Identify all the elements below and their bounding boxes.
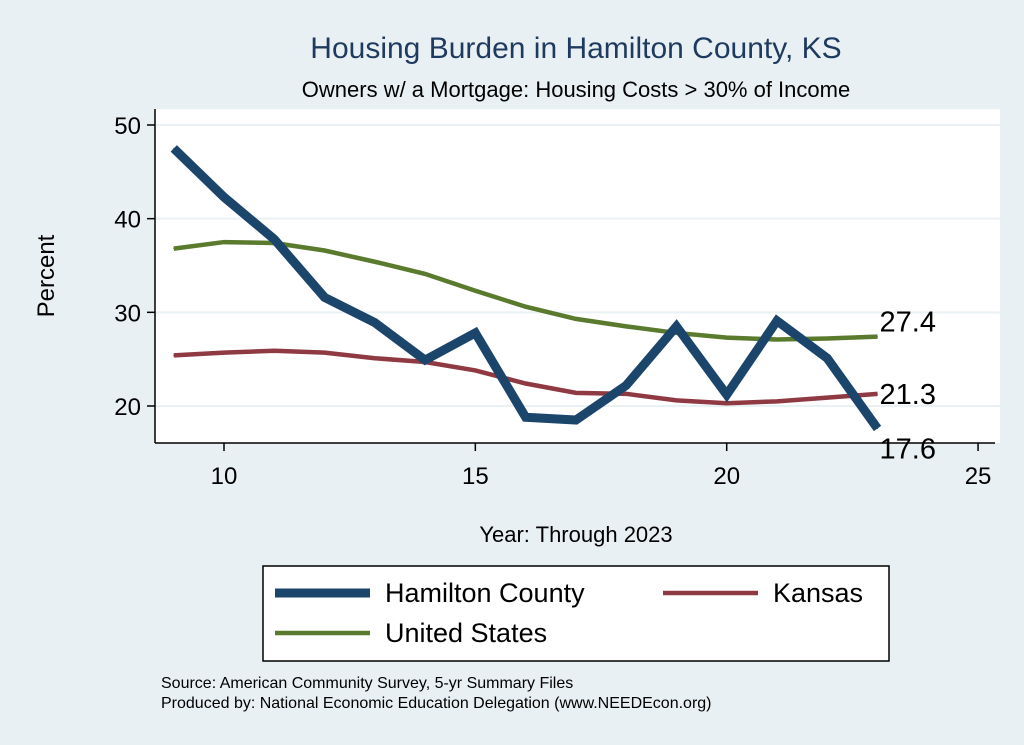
x-tick-label: 25	[965, 463, 992, 490]
y-tick-label: 40	[114, 207, 141, 234]
data-point	[826, 397, 828, 399]
data-point	[374, 322, 376, 324]
chart-title: Housing Burden in Hamilton County, KS	[310, 32, 841, 65]
data-point	[726, 394, 728, 396]
data-point	[324, 296, 326, 298]
source-note: Source: American Community Survey, 5-yr …	[161, 675, 573, 692]
y-tick-label: 30	[114, 300, 141, 327]
data-point	[324, 250, 326, 252]
data-point	[625, 384, 627, 386]
data-point	[525, 306, 527, 308]
data-point	[877, 336, 879, 338]
data-point	[625, 393, 627, 395]
data-point	[575, 392, 577, 394]
data-point	[273, 238, 275, 240]
data-point	[173, 248, 175, 250]
data-point	[575, 318, 577, 320]
data-point	[826, 357, 828, 359]
data-point	[273, 350, 275, 352]
end-label: 21.3	[880, 379, 936, 411]
data-point	[675, 399, 677, 401]
y-axis-label: Percent	[33, 234, 60, 317]
data-point	[223, 241, 225, 243]
x-tick-label: 15	[462, 463, 489, 490]
data-point	[474, 290, 476, 292]
y-tick-label: 50	[114, 113, 141, 140]
data-point	[575, 419, 577, 421]
x-tick-label: 20	[713, 463, 740, 490]
data-point	[776, 320, 778, 322]
producer-note: Produced by: National Economic Education…	[161, 695, 712, 712]
data-point	[726, 337, 728, 339]
data-point	[324, 352, 326, 354]
legend: Hamilton County Kansas United States	[262, 565, 890, 662]
data-point	[826, 338, 828, 340]
x-axis-label: Year: Through 2023	[479, 522, 672, 547]
plot-area	[155, 109, 1000, 443]
data-point	[424, 359, 426, 361]
data-point	[173, 354, 175, 356]
data-point	[474, 332, 476, 334]
data-point	[675, 325, 677, 327]
data-point	[223, 352, 225, 354]
data-point	[474, 369, 476, 371]
data-point	[173, 147, 175, 149]
data-point	[374, 357, 376, 359]
legend-box	[262, 565, 890, 662]
y-tick-label: 20	[114, 394, 141, 421]
end-label: 27.4	[880, 307, 936, 339]
data-point	[424, 273, 426, 275]
data-point	[877, 427, 879, 429]
legend-label: United States	[385, 618, 547, 648]
end-label: 17.6	[880, 433, 936, 465]
chart-subtitle: Owners w/ a Mortgage: Housing Costs > 30…	[302, 77, 850, 102]
data-point	[776, 400, 778, 402]
data-point	[374, 261, 376, 263]
data-point	[776, 338, 778, 340]
data-point	[877, 393, 879, 395]
x-tick-label: 10	[211, 463, 238, 490]
data-point	[223, 196, 225, 198]
legend-label: Kansas	[773, 578, 863, 608]
legend-label: Hamilton County	[385, 578, 585, 608]
data-point	[726, 402, 728, 404]
data-point	[525, 416, 527, 418]
data-point	[625, 325, 627, 327]
data-point	[525, 383, 527, 385]
